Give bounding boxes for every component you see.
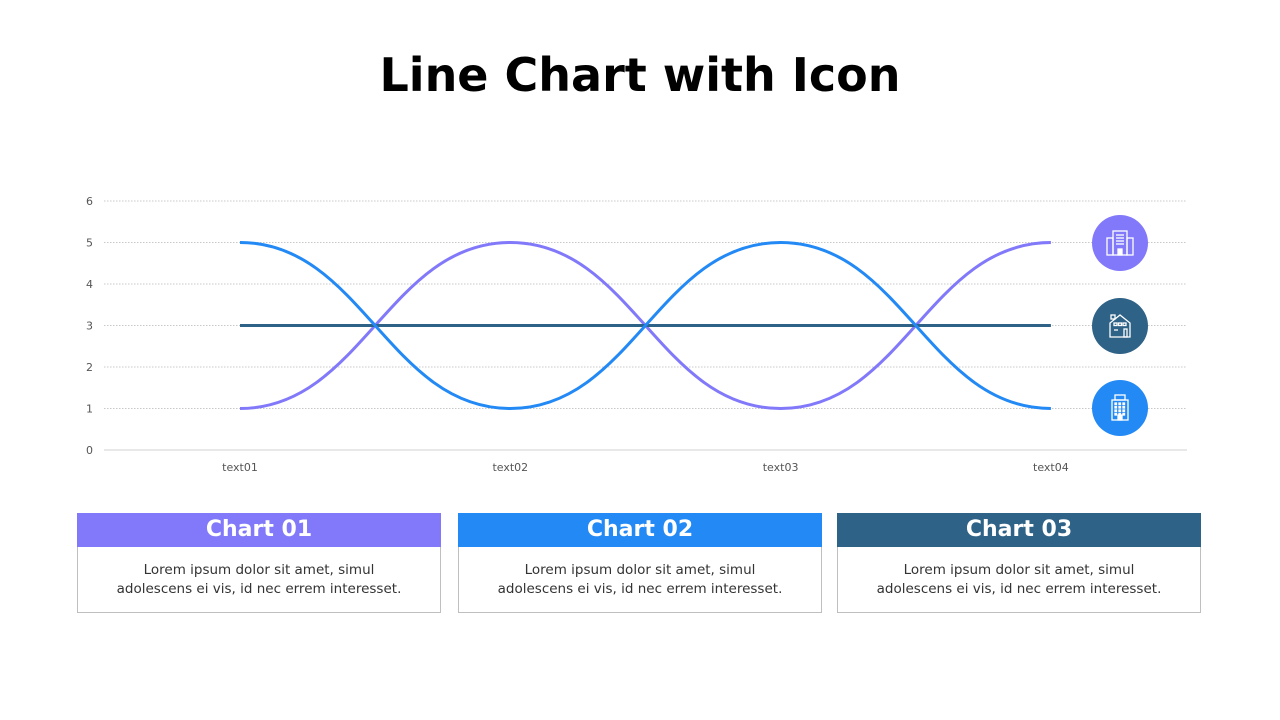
card-text: adolescens ei vis, id nec errem interess… [876,581,1162,597]
card-header: Chart 02 [458,513,822,547]
card-chart-02: Chart 02 Lorem ipsum dolor sit amet, sim… [458,513,822,614]
card-body: Lorem ipsum dolor sit amet, simul adolesc… [458,547,822,613]
card-text: adolescens ei vis, id nec errem interess… [497,581,783,597]
office-buildings-icon [1106,230,1134,256]
card-chart-03: Chart 03 Lorem ipsum dolor sit amet, sim… [837,513,1201,614]
card-text: Lorem ipsum dolor sit amet, simul [903,562,1135,578]
card-body: Lorem ipsum dolor sit amet, simul adolesc… [837,547,1201,613]
y-tick-label: 2 [86,361,93,374]
y-tick-label: 5 [86,237,93,250]
y-tick-label: 1 [86,403,93,416]
card-header: Chart 01 [77,513,441,547]
card-text: Lorem ipsum dolor sit amet, simul [143,562,375,578]
card-text: adolescens ei vis, id nec errem interess… [116,581,402,597]
house-icon [1109,314,1131,338]
y-tick-label: 3 [86,320,93,333]
icon-badge [1092,215,1148,271]
y-tick-label: 4 [86,278,93,291]
x-tick-label: text03 [763,461,799,474]
card-header: Chart 03 [837,513,1201,547]
y-tick-label: 6 [86,195,93,208]
x-tick-label: text01 [222,461,258,474]
line-chart: 0 1 2 3 4 5 6 text01 text02 text03 text04 [86,195,1187,474]
card-body: Lorem ipsum dolor sit amet, simul adolesc… [77,547,441,613]
y-tick-label: 0 [86,444,93,457]
card-chart-01: Chart 01 Lorem ipsum dolor sit amet, sim… [77,513,441,614]
page-title: Line Chart with Icon [379,48,901,102]
office-tower-icon [1111,394,1129,421]
series-line [239,240,1051,411]
x-tick-label: text04 [1033,461,1069,474]
card-text: Lorem ipsum dolor sit amet, simul [524,562,756,578]
x-tick-label: text02 [492,461,528,474]
